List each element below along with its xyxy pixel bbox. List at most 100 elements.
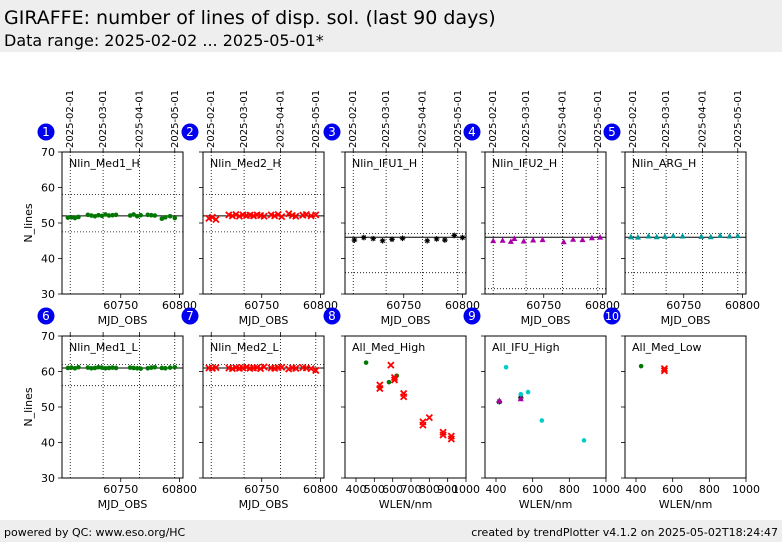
- x-tick-label-7-0: 60750: [244, 483, 279, 496]
- data-point-8-1-8: [419, 421, 427, 429]
- data-point-4-0-6: [539, 236, 546, 243]
- x-tick-label-5-1: 60800: [725, 299, 760, 312]
- panel-badge-9: [463, 307, 481, 325]
- data-point-7-0-23: [307, 365, 315, 373]
- panel-badge-label-5: 5: [608, 125, 616, 139]
- data-point-8-1-6: [400, 393, 408, 401]
- data-point-1-0-11: [110, 212, 115, 218]
- data-point-3-0-8: [442, 237, 448, 243]
- x-tick-label-6-0: 60750: [103, 483, 138, 496]
- panel-frame-9: [484, 335, 607, 479]
- x-axis-label-8: WLEN/nm: [379, 498, 433, 511]
- panel-2: 2 2025-02-01 2025-03-01 2025-04-01 2025-05-0…: [181, 90, 338, 327]
- data-point-2-0-18: [285, 210, 293, 218]
- panel-badge-label-6: 6: [42, 309, 50, 323]
- panel-label-1: Nlin_Med1_H: [69, 157, 140, 170]
- panel-1: 1 2025-02-01 2025-03-01 2025-04-01 2025-05-0…: [22, 90, 197, 327]
- data-point-6-0-12: [113, 365, 119, 371]
- data-point-8-1-2: [387, 361, 395, 369]
- data-point-6-0-0: [65, 365, 71, 371]
- data-point-1-0-8: [99, 213, 105, 219]
- panel-label-4: Nlin_IFU2_H: [492, 157, 557, 170]
- data-point-1-0-20: [159, 216, 165, 222]
- data-point-6-0-3: [76, 364, 81, 370]
- x-axis-label-2: MJD_OBS: [239, 314, 289, 327]
- date-tick-label-5-1: 2025-03-01: [661, 90, 672, 148]
- y-tick-label-1-1: 40: [41, 253, 55, 266]
- panel-label-10: All_Med_Low: [632, 341, 702, 354]
- data-point-6-0-8: [99, 365, 105, 370]
- data-point-1-0-19: [152, 213, 158, 218]
- panel-badge-6: [37, 307, 55, 325]
- data-point-7-0-13: [260, 363, 268, 371]
- data-point-8-0-2: [386, 379, 392, 385]
- data-point-9-1-0: [496, 397, 503, 404]
- data-point-2-0-17: [278, 212, 286, 221]
- x-tick-label-8-3: 700: [401, 483, 422, 496]
- date-tick-label-4-3: 2025-05-01: [593, 90, 604, 148]
- x-axis-label-6: MJD_OBS: [98, 498, 148, 511]
- y-tick-label-6-0: 30: [41, 472, 55, 485]
- data-point-1-0-3: [76, 214, 81, 220]
- date-tick-label-1-1: 2025-03-01: [98, 90, 109, 148]
- panel-badge-8: [323, 307, 341, 325]
- panel-badge-label-2: 2: [186, 125, 194, 139]
- data-point-3-0-5: [399, 235, 406, 242]
- data-point-4-0-0: [490, 237, 497, 244]
- data-point-6-0-20: [159, 365, 165, 371]
- footer-created-by: created by trendPlotter v4.1.2 on 2025-0…: [471, 526, 778, 539]
- data-point-3-0-3: [379, 237, 386, 244]
- data-point-9-2-0: [503, 364, 509, 370]
- x-tick-label-8-5: 900: [437, 483, 458, 496]
- data-point-3-0-6: [424, 237, 431, 244]
- date-tick-label-3-2: 2025-04-01: [418, 90, 429, 148]
- data-point-5-0-3: [653, 233, 660, 240]
- data-point-5-0-6: [679, 232, 686, 239]
- x-tick-label-9-2: 800: [559, 483, 580, 496]
- data-point-7-0-2: [212, 363, 220, 372]
- data-point-2-0-1: [208, 213, 217, 221]
- panel-7: 7 60750 60800 MJD_OBS Nlin_Med2_L: [181, 307, 338, 511]
- panel-label-7: Nlin_Med2_L: [210, 341, 280, 354]
- data-point-10-0-0: [638, 363, 644, 369]
- panel-badge-1: [37, 123, 55, 141]
- header-bar: GIRAFFE: number of lines of disp. sol. (…: [0, 0, 782, 52]
- data-point-6-0-16: [138, 366, 144, 371]
- data-point-1-0-7: [96, 212, 101, 218]
- x-tick-label-7-1: 60800: [303, 483, 338, 496]
- date-tick-label-2-3: 2025-05-01: [311, 90, 322, 148]
- panel-9: 9 400 600 800 1000 WLEN/nm All_IFU_High: [463, 307, 620, 511]
- y-tick-label-6-1: 40: [41, 437, 55, 450]
- data-point-8-1-11: [439, 431, 447, 439]
- data-point-6-0-4: [85, 365, 91, 370]
- date-tick-label-5-3: 2025-05-01: [733, 90, 744, 148]
- data-point-6-0-13: [127, 365, 133, 370]
- panel-10: 10 400 600 800 1000 WLEN/nm All_Med_Low: [603, 307, 760, 511]
- data-point-2-0-24: [312, 211, 320, 219]
- panel-label-6: Nlin_Med1_L: [69, 341, 139, 354]
- data-point-5-0-1: [634, 234, 641, 240]
- data-point-4-0-2: [507, 238, 514, 244]
- data-point-7-0-12: [256, 365, 265, 373]
- panel-badge-4: [463, 123, 481, 141]
- panel-frame-6: [61, 335, 184, 479]
- y-tick-label-1-0: 30: [41, 288, 55, 301]
- data-point-3-0-10: [459, 234, 466, 241]
- panel-badge-label-3: 3: [328, 125, 336, 139]
- data-point-8-1-4: [390, 376, 399, 384]
- data-point-1-0-22: [167, 213, 173, 219]
- date-tick-label-5-0: 2025-02-01: [628, 90, 639, 148]
- y-tick-label-1-3: 60: [41, 182, 55, 195]
- data-point-9-1-1: [517, 395, 524, 402]
- data-point-8-1-3: [390, 373, 399, 382]
- data-point-8-1-9: [425, 414, 433, 422]
- panel-badge-2: [181, 123, 199, 141]
- data-point-1-0-9: [103, 212, 108, 217]
- panel-frame-7: [202, 335, 325, 479]
- date-tick-label-4-2: 2025-04-01: [558, 90, 569, 148]
- panel-badge-label-10: 10: [605, 310, 619, 323]
- x-tick-label-8-0: 400: [346, 483, 367, 496]
- y-tick-label-6-4: 70: [41, 330, 55, 343]
- data-point-4-0-8: [570, 236, 577, 242]
- data-point-6-0-15: [134, 366, 140, 371]
